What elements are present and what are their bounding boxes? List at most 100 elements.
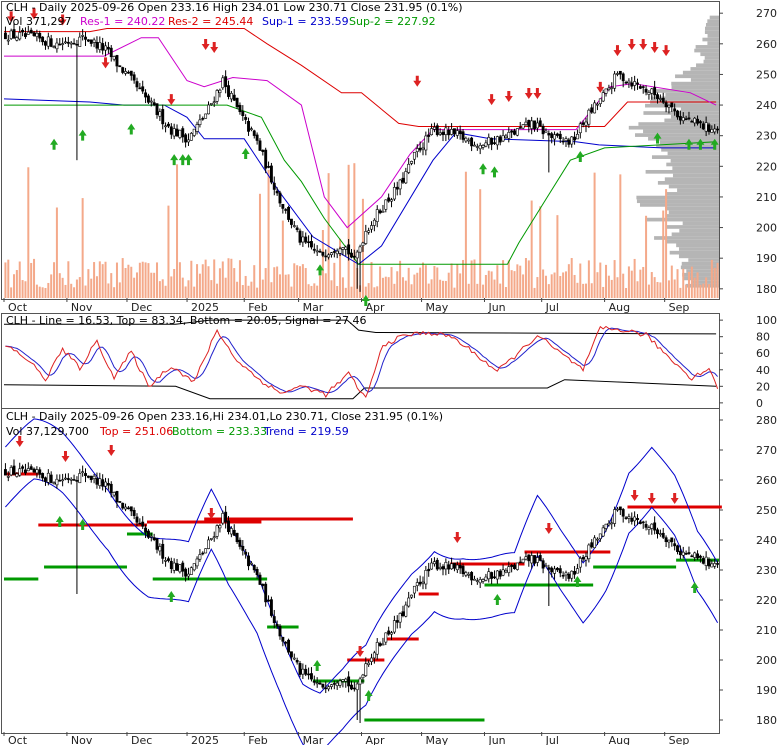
price-candle-body	[381, 210, 385, 213]
price-candle-body	[378, 210, 382, 214]
trend-ytick-label: 270	[756, 444, 777, 457]
trend-candle-body	[35, 469, 39, 474]
price-candle-body	[624, 81, 628, 84]
trend-candle-body	[258, 574, 262, 585]
price-candle-body	[124, 71, 127, 74]
volume-bar	[625, 287, 628, 298]
trend-ytick-label: 240	[756, 534, 777, 547]
price-candle-body	[567, 139, 571, 145]
trend-xtick-label: Sep	[669, 734, 690, 745]
volume-bar	[147, 263, 150, 298]
volume-bar	[278, 274, 281, 298]
trend-buy-arrow	[313, 660, 322, 671]
price-candle-body	[121, 67, 125, 73]
trend-candle-body	[621, 509, 625, 517]
trend-ytick-label: 220	[756, 594, 777, 607]
price-candle-body	[407, 163, 411, 173]
price-candle-body	[415, 148, 419, 152]
trend-candle-body	[184, 568, 188, 577]
trend-panel-title: CLH - Daily 2025-09-26 Open 233.16,Hi 23…	[6, 410, 443, 423]
trend-sell-arrow	[630, 490, 639, 501]
trend-candle-body	[12, 465, 16, 475]
trend-candle-body	[430, 562, 434, 570]
volume-profile-bar	[704, 30, 719, 35]
price-candle-body	[538, 120, 542, 127]
buy-arrow	[127, 123, 136, 135]
volume-bar	[207, 266, 210, 298]
price-candle-body	[295, 227, 299, 231]
volume-bar	[582, 283, 585, 298]
volume-bar	[67, 261, 70, 298]
price-candle-body	[593, 102, 597, 114]
price-candle-body	[98, 42, 102, 50]
volume-bar	[607, 275, 610, 298]
price-candle-body	[704, 122, 708, 132]
trend-candle-body	[601, 527, 605, 537]
price-candle-body	[167, 123, 170, 127]
sell-arrow	[7, 11, 16, 23]
buy-arrow	[170, 154, 179, 166]
trend-candle-body	[404, 604, 408, 617]
price-candle-body	[507, 132, 511, 139]
price-candle-body	[175, 128, 179, 137]
volume-bar	[327, 173, 330, 298]
trend-candle-body	[138, 522, 142, 525]
price-candle-body	[621, 73, 625, 82]
volume-bar	[659, 282, 662, 298]
volume-bar	[570, 258, 573, 298]
volume-bar	[539, 206, 542, 298]
price-candle-body	[112, 56, 116, 60]
price-candle-body	[550, 133, 554, 138]
volume-profile	[628, 15, 719, 288]
price-candle-body	[587, 109, 591, 125]
trend-candle-body	[227, 520, 230, 533]
volume-bar	[130, 266, 133, 298]
volume-bar	[536, 277, 539, 298]
volume-bar	[187, 280, 190, 298]
volume-bar	[55, 207, 58, 298]
trend-candle-body	[264, 583, 268, 603]
price-candle-body	[676, 110, 679, 118]
price-candle-body	[26, 31, 30, 35]
volume-profile-bar	[638, 122, 719, 126]
buy-arrow	[684, 138, 693, 150]
trend-candle-body	[224, 511, 228, 523]
trend-candle-body	[92, 475, 96, 479]
volume-bar	[553, 272, 556, 298]
volume-bar	[716, 262, 719, 298]
volume-bar	[190, 260, 193, 298]
volume-bar	[499, 283, 502, 298]
sell-arrow	[596, 81, 605, 93]
volume-bar	[573, 274, 576, 298]
price-candle-body	[101, 43, 105, 51]
volume-bar	[613, 260, 616, 298]
volume-profile-bar	[636, 195, 719, 200]
volume-bar	[490, 271, 493, 298]
sell-arrow	[30, 8, 39, 20]
price-candle-body	[287, 206, 291, 220]
trend-candle-body	[84, 473, 87, 476]
volume-profile-bar	[645, 103, 719, 108]
price-candle-body	[352, 255, 356, 258]
trend-candle-body	[710, 563, 714, 568]
volume-bar	[341, 277, 344, 298]
volume-bar	[81, 198, 84, 298]
volume-profile-bar	[683, 276, 719, 281]
volume-bar	[453, 287, 456, 298]
price-candle-body	[221, 77, 225, 89]
price-candle-body	[684, 118, 688, 120]
volume-profile-bar	[688, 258, 719, 262]
trend-xtick-label: Jun	[487, 734, 505, 745]
volume-bar	[533, 287, 536, 298]
price-candle-body	[64, 41, 67, 44]
trend-candle-body	[18, 468, 22, 476]
trend-candle-body	[616, 508, 619, 511]
price-candle-body	[590, 107, 594, 113]
trend-ytick-label: 180	[756, 714, 777, 727]
trend-candle-body	[392, 620, 396, 633]
volume-bar	[270, 282, 273, 298]
trend-candle-body	[232, 529, 236, 536]
volume-bar	[101, 264, 104, 298]
trend-candle-body	[575, 568, 579, 574]
